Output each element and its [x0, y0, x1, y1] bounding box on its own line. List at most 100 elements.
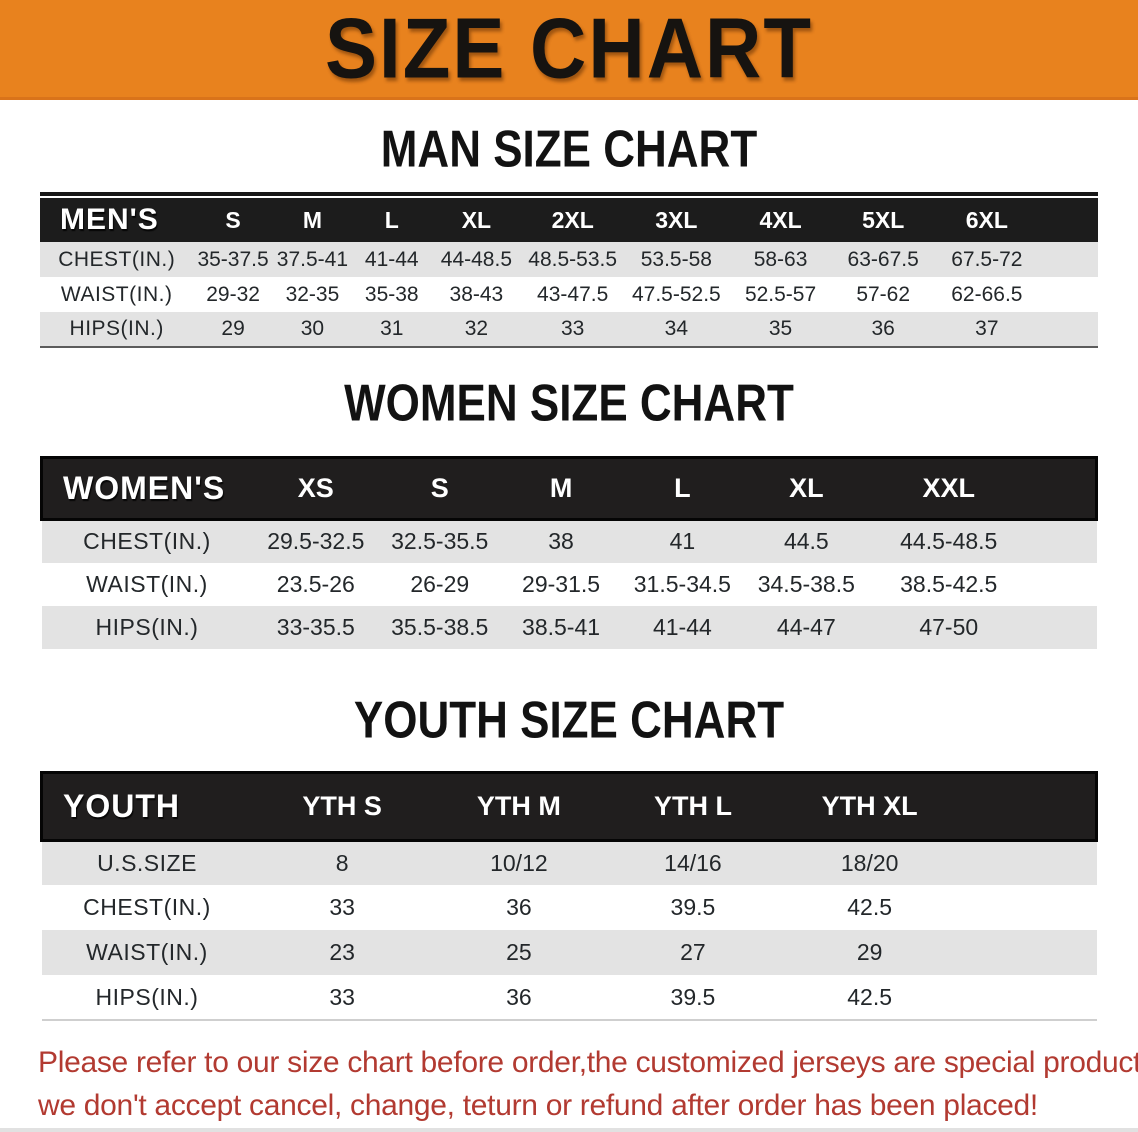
row-spacer [959, 975, 1096, 1020]
size-column-header: XL [743, 456, 870, 521]
order-policy-line-1: Please refer to our size chart before or… [38, 1046, 1138, 1079]
size-value-cell: 31 [380, 317, 404, 340]
table-row: WAIST(IN.) 23 25 27 29 [41, 930, 1097, 975]
order-policy-line-2: we don't accept cancel, change, teturn o… [38, 1089, 1038, 1122]
row-label: WAIST(IN.) [86, 939, 208, 965]
size-value-cell: 35-37.5 [197, 247, 269, 271]
size-value-cell: 37.5-41 [276, 247, 349, 271]
size-value-cell: 27 [680, 939, 706, 965]
size-value-cell: 34 [664, 317, 689, 340]
size-value-cell: 53.5-58 [640, 247, 712, 271]
table-corner-label: WOMEN'S [40, 456, 253, 521]
size-column-header: L [352, 198, 432, 242]
size-value-cell: 35 [768, 317, 793, 340]
size-column-header: 5XL [832, 198, 934, 242]
size-column-header: XXL [869, 456, 1028, 521]
size-value-cell: 63-67.5 [847, 247, 919, 271]
page-bottom-edge [0, 1128, 1138, 1132]
size-value-cell: 38-43 [449, 282, 504, 306]
size-value-cell: 31.5-34.5 [633, 570, 731, 597]
size-column-header: S [379, 456, 501, 521]
size-value-cell: 44.5 [783, 528, 829, 555]
table-row: CHEST(IN.) 29.5-32.5 32.5-35.5 38 41 44.5 44.5… [41, 519, 1097, 563]
size-value-cell: 58-63 [753, 247, 808, 271]
size-value-cell: 67.5-72 [951, 247, 1023, 271]
row-spacer [1040, 312, 1098, 347]
table-row: HIPS(IN.) 33 36 39.5 42.5 [41, 975, 1097, 1020]
size-value-cell: 37 [975, 317, 999, 340]
size-value-cell: 32-35 [285, 282, 340, 306]
row-label: WAIST(IN.) [60, 282, 173, 306]
size-column-header: YTH S [252, 770, 432, 842]
size-value-cell: 29-31.5 [522, 570, 601, 597]
size-value-cell: 26-29 [410, 570, 470, 597]
size-value-cell: 30 [300, 317, 325, 340]
size-value-cell: 36 [506, 894, 532, 920]
size-value-cell: 41 [669, 528, 696, 555]
size-value-cell: 29 [221, 317, 245, 340]
size-value-cell: 41-44 [364, 247, 419, 271]
women-size-table: WOMEN'S XS S M L XL XXL CHEST(IN.) 29.5-32.5 32.5… [40, 456, 1098, 649]
size-value-cell: 57-62 [856, 282, 911, 306]
row-spacer [1028, 563, 1097, 606]
size-value-cell: 29.5-32.5 [267, 528, 365, 555]
size-value-cell: 35.5-38.5 [391, 613, 489, 640]
men-table-top-rule [40, 192, 1098, 196]
youth-size-chart-heading: YOUTH SIZE CHART [353, 691, 785, 749]
size-value-cell: 8 [335, 849, 349, 876]
size-value-cell: 36 [506, 983, 532, 1010]
size-value-cell: 33 [329, 894, 355, 920]
table-row: HIPS(IN.) 29 30 31 32 33 34 35 36 37 [40, 312, 1098, 347]
table-row: WAIST(IN.) 29-32 32-35 35-38 38-43 43-47.5 47.… [40, 277, 1098, 312]
table-row: CHEST(IN.) 33 36 39.5 42.5 [41, 885, 1097, 930]
size-column-header: 6XL [933, 198, 1040, 242]
size-value-cell: 23 [329, 939, 355, 965]
size-column-header: XL [431, 198, 522, 242]
size-value-cell: 48.5-53.5 [528, 247, 618, 271]
size-value-cell: 43-47.5 [537, 282, 609, 306]
banner-title: SIZE CHART [325, 0, 813, 97]
size-value-cell: 42.5 [847, 983, 893, 1010]
row-spacer [1028, 606, 1097, 649]
size-column-header: XS [252, 456, 380, 521]
row-spacer [1028, 520, 1097, 563]
size-chart-banner: SIZE CHART [0, 0, 1138, 100]
youth-size-table: YOUTH YTH S YTH M YTH L YTH XL U.S.SIZE 8 10/12… [40, 770, 1099, 1021]
size-header-row: YOUTH YTH S YTH M YTH L YTH XL [40, 770, 1099, 842]
size-value-cell: 38 [548, 528, 574, 555]
size-value-cell: 33-35.5 [276, 613, 355, 640]
size-value-cell: 39.5 [670, 983, 716, 1010]
size-column-header: 3XL [623, 198, 729, 242]
header-spacer [959, 770, 1099, 842]
size-value-cell: 52.5-57 [744, 282, 817, 306]
size-value-cell: 14/16 [664, 849, 722, 876]
row-label: U.S.SIZE [97, 849, 197, 876]
size-value-cell: 47.5-52.5 [631, 282, 721, 306]
size-value-cell: 42.5 [847, 894, 893, 920]
row-label: HIPS(IN.) [95, 983, 199, 1010]
size-value-cell: 25 [506, 939, 532, 965]
size-column-header: YTH M [431, 770, 606, 842]
size-value-cell: 29-32 [206, 282, 260, 306]
row-label: CHEST(IN.) [83, 894, 211, 920]
size-column-header: YTH XL [779, 770, 960, 842]
size-value-cell: 38.5-42.5 [900, 570, 998, 597]
size-value-cell: 35-38 [364, 282, 419, 306]
size-value-cell: 36 [871, 317, 895, 340]
size-column-header: M [500, 456, 622, 521]
man-size-chart-heading: MAN SIZE CHART [380, 120, 758, 179]
size-value-cell: 44.5-48.5 [900, 528, 998, 555]
women-size-chart-heading: WOMEN SIZE CHART [344, 374, 794, 433]
row-label: WAIST(IN.) [86, 570, 208, 597]
size-value-cell: 44-47 [776, 613, 836, 640]
size-column-header: S [193, 198, 273, 242]
order-policy-notice: Please refer to our size chart before or… [0, 1041, 1138, 1127]
row-label: HIPS(IN.) [69, 317, 164, 340]
header-spacer [1039, 198, 1098, 242]
size-value-cell: 33 [560, 317, 585, 340]
row-spacer [1040, 242, 1098, 277]
table-corner-label: MEN'S [40, 198, 194, 242]
size-value-cell: 44-48.5 [440, 247, 513, 271]
size-value-cell: 29 [856, 939, 883, 965]
size-value-cell: 34.5-38.5 [757, 570, 855, 597]
